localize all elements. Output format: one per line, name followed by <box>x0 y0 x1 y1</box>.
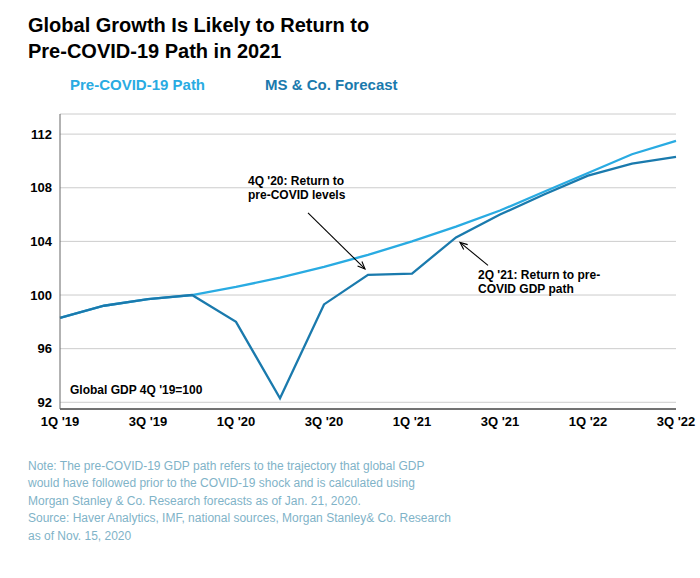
html-text:Global Growth Is Likely to Ret: Global Growth Is Likely to Return to <box>28 14 370 36</box>
html-text:Pre-COVID-19 Path in 2021: Pre-COVID-19 Path in 2021 <box>28 40 282 62</box>
html-text:MS & Co. Forecast: MS & Co. Forecast <box>265 76 398 93</box>
svg-text:3Q '21: 3Q '21 <box>481 414 520 429</box>
svg-text:2Q '21: Return to pre-COVID GD: 2Q '21: Return to pre-COVID GDP path <box>478 268 600 296</box>
html-text:Note: The pre-COVID-19 GDP pat: Note: The pre-COVID-19 GDP path refers t… <box>28 459 451 543</box>
svg-text:112: 112 <box>31 127 52 142</box>
svg-text:100: 100 <box>30 288 52 303</box>
svg-text:1Q '19: 1Q '19 <box>41 414 80 429</box>
svg-text:1Q '20: 1Q '20 <box>217 414 256 429</box>
svg-text:96: 96 <box>38 341 52 356</box>
svg-text:3Q '22: 3Q '22 <box>657 414 692 429</box>
svg-text:1Q '21: 1Q '21 <box>393 414 432 429</box>
svg-text:108: 108 <box>30 180 52 195</box>
svg-text:4Q '20: Return topre-COVID lev: 4Q '20: Return topre-COVID levels <box>248 174 346 202</box>
svg-text:92: 92 <box>38 395 52 410</box>
svg-text:1Q '22: 1Q '22 <box>569 414 608 429</box>
html-text:Global GDP 4Q '19=100: Global GDP 4Q '19=100 <box>70 383 203 397</box>
html-text:Pre-COVID-19 Path: Pre-COVID-19 Path <box>70 76 205 93</box>
svg-text:3Q '19: 3Q '19 <box>129 414 168 429</box>
svg-text:104: 104 <box>30 234 52 249</box>
svg-text:3Q '20: 3Q '20 <box>305 414 344 429</box>
